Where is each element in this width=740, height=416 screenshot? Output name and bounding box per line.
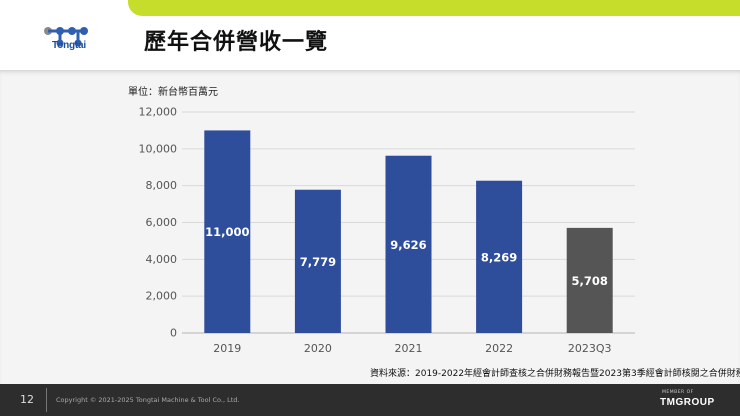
data-label: 11,000 <box>205 225 249 239</box>
x-tick-label: 2019 <box>213 342 241 355</box>
bar <box>294 189 341 333</box>
unit-label: 單位：新台幣百萬元 <box>128 87 218 98</box>
data-label: 7,779 <box>300 255 336 269</box>
data-label: 9,626 <box>390 238 426 252</box>
y-tick-label: 12,000 <box>139 106 178 119</box>
y-tick-label: 0 <box>170 327 177 340</box>
logo-wordmark: Tongtai <box>52 40 86 51</box>
accent-stripe <box>128 0 740 16</box>
bar <box>204 130 251 333</box>
revenue-bar-chart: 0 2,000 4,000 6,000 8,000 10,000 12,000 11,000 2… <box>139 106 635 355</box>
content-panel <box>0 70 740 384</box>
bar <box>566 227 613 333</box>
copyright-text: Copyright © 2021-2025 Tongtai Machine & … <box>56 396 240 404</box>
x-tick-label: 2020 <box>304 342 332 355</box>
y-tick-label: 2,000 <box>146 290 178 303</box>
x-tick-label: 2023Q3 <box>568 342 612 355</box>
y-tick-label: 8,000 <box>146 179 178 192</box>
footer-divider <box>46 388 47 412</box>
data-label: 5,708 <box>572 274 608 288</box>
bar <box>385 155 432 333</box>
y-tick-label: 4,000 <box>146 253 178 266</box>
source-note: 資料來源：2019-2022年經會計師查核之合併財務報告暨2023第3季經會計師… <box>370 369 740 379</box>
footer-bar <box>0 384 740 416</box>
tmg-group-logo: TMGROUP <box>660 397 715 408</box>
x-tick-label: 2021 <box>395 342 423 355</box>
bar <box>476 180 523 333</box>
y-tick-label: 10,000 <box>139 142 178 155</box>
y-tick-label: 6,000 <box>146 216 178 229</box>
data-label: 8,269 <box>481 250 517 264</box>
tongtai-logo-icon <box>44 27 88 47</box>
x-tick-label: 2022 <box>485 342 513 355</box>
member-of-text: MEMBER OF <box>662 390 694 395</box>
page-number: 12 <box>20 393 34 406</box>
page-title: 歷年合併營收一覽 <box>144 30 329 55</box>
